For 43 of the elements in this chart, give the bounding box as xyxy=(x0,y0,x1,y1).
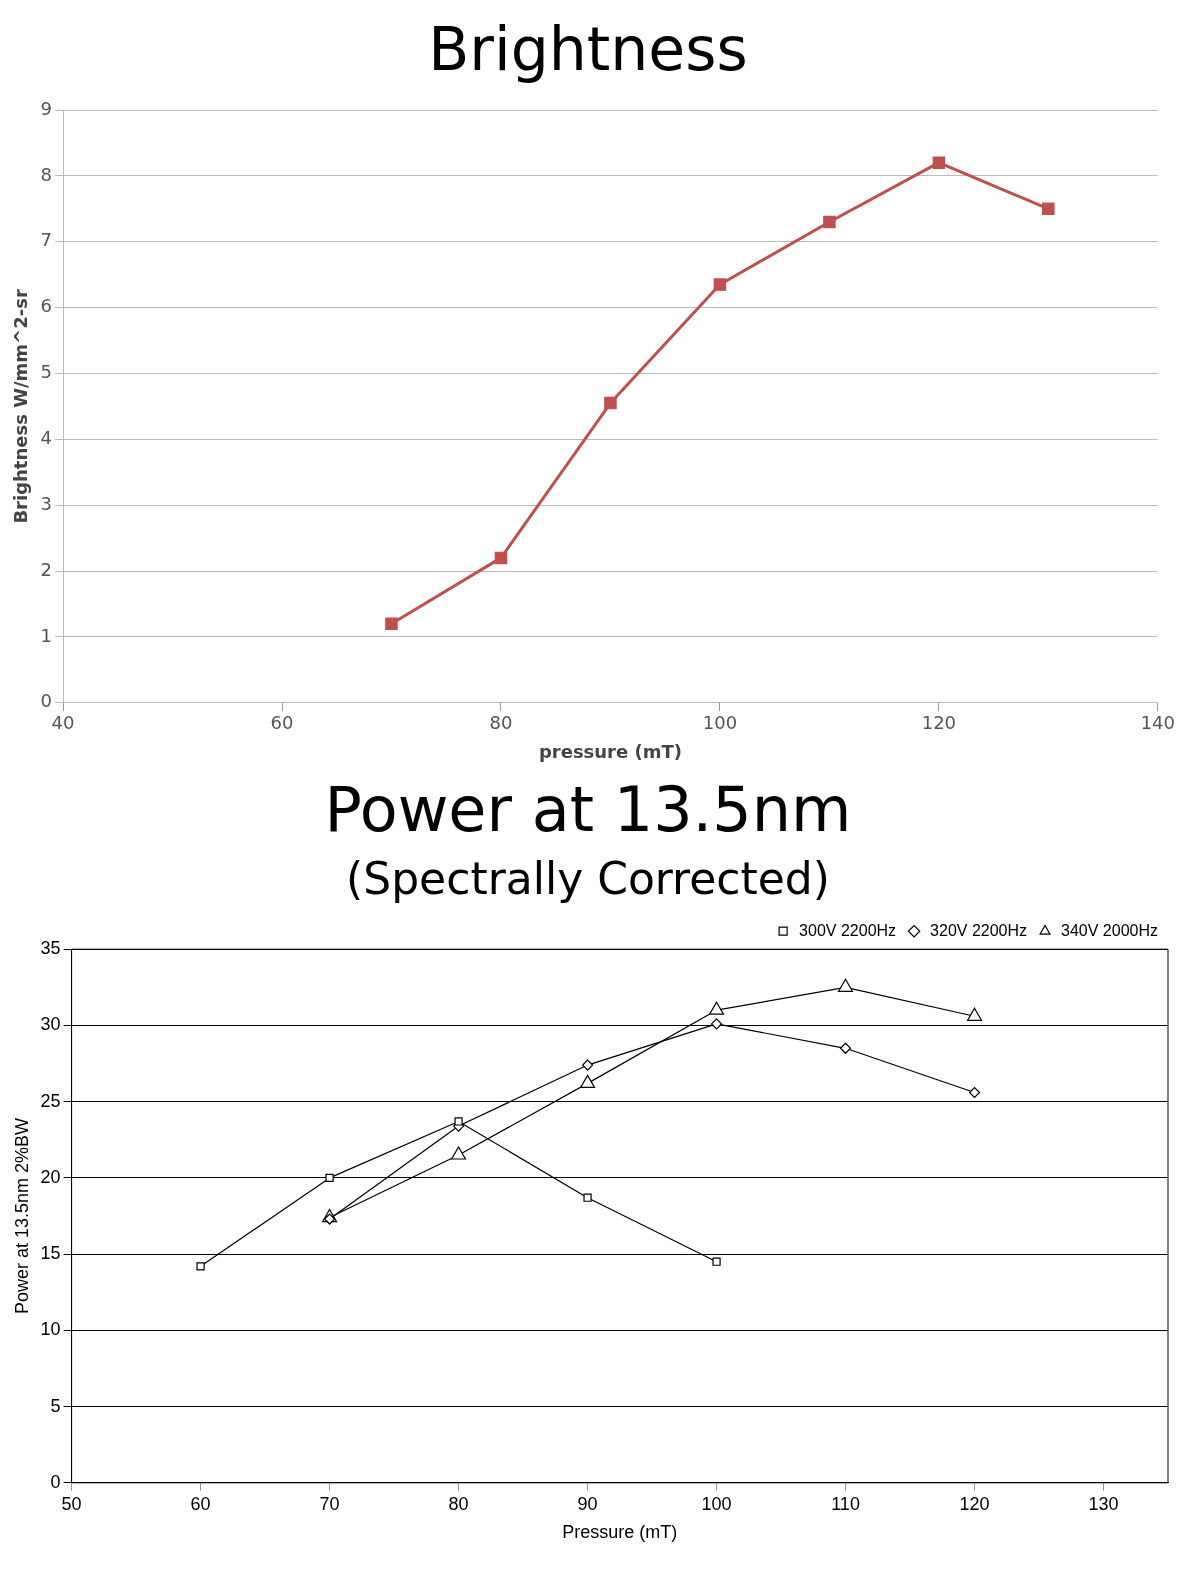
x-tick-label: 80 xyxy=(489,712,513,734)
x-axis-title: Pressure (mT) xyxy=(562,1522,678,1543)
legend-label: 340V 2000Hz xyxy=(1061,921,1159,939)
y-tick-label: 30 xyxy=(40,1014,61,1035)
y-tick-label: 5 xyxy=(50,1395,61,1416)
y-tick-label: 6 xyxy=(40,295,53,317)
y-tick-label: 5 xyxy=(40,361,53,383)
y-tick-label: 1 xyxy=(40,624,53,646)
y-tick-label: 2 xyxy=(40,558,53,580)
legend-label: 320V 2200Hz xyxy=(930,921,1028,939)
y-tick-label: 15 xyxy=(40,1243,61,1264)
y-tick-label: 3 xyxy=(40,492,53,514)
y-tick-label: 0 xyxy=(50,1471,61,1492)
y-tick-label: 7 xyxy=(40,229,53,251)
y-tick-label: 9 xyxy=(40,97,53,119)
x-tick-label: 60 xyxy=(190,1493,211,1514)
x-tick-label: 60 xyxy=(270,712,294,734)
x-tick-label: 100 xyxy=(702,712,738,734)
chart-title: Brightness xyxy=(428,13,748,84)
y-tick-label: 35 xyxy=(40,938,61,959)
x-tick-label: 130 xyxy=(1088,1493,1119,1514)
y-tick-label: 20 xyxy=(40,1166,61,1187)
chart-title: Power at 13.5nm xyxy=(324,773,852,847)
legend-label: 300V 2200Hz xyxy=(799,921,897,939)
x-tick-label: 70 xyxy=(319,1493,340,1514)
x-tick-label: 110 xyxy=(831,1493,860,1514)
y-tick-label: 4 xyxy=(40,427,53,449)
y-tick-label: 0 xyxy=(40,690,53,712)
y-tick-label: 8 xyxy=(40,163,53,185)
x-tick-label: 120 xyxy=(959,1493,990,1514)
x-axis-title: pressure (mT) xyxy=(538,740,682,762)
y-tick-label: 25 xyxy=(40,1090,61,1111)
x-tick-label: 100 xyxy=(701,1493,732,1514)
chart-subtitle: (Spectrally Corrected) xyxy=(346,853,830,905)
x-tick-label: 90 xyxy=(577,1493,598,1514)
y-axis-title: Brightness W/mm^2-sr xyxy=(10,289,32,524)
x-tick-label: 140 xyxy=(1140,712,1175,734)
y-axis-title: Power at 13.5nm 2%BW xyxy=(11,1117,32,1315)
y-tick-label: 10 xyxy=(40,1319,61,1340)
x-tick-label: 80 xyxy=(448,1493,469,1514)
x-tick-label: 120 xyxy=(921,712,957,734)
x-tick-label: 50 xyxy=(61,1493,82,1514)
x-tick-label: 40 xyxy=(51,712,75,734)
